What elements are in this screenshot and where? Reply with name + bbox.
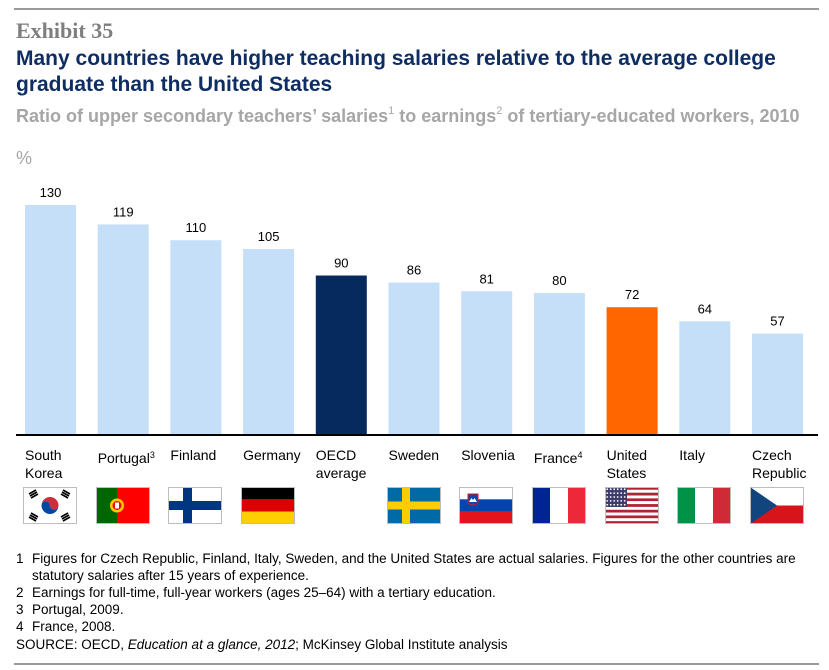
footnote-number: 3 [16,602,24,617]
top-rule [14,8,819,10]
footnote-4: 4 France, 2008. [16,618,816,635]
value-label-finland: 110 [186,220,207,235]
category-footnote-mark: 4 [577,450,583,460]
source-prefix: SOURCE: OECD, [16,637,128,652]
category-label-line-1: Slovenia [461,447,515,463]
unit-label: % [16,148,33,168]
value-label-france: 80 [552,273,566,288]
bar-oecd-average [315,275,367,434]
footnote-text: Figures for Czech Republic, Finland, Ita… [32,551,796,583]
footnote-text: Portugal, 2009. [32,602,124,617]
category-label-south-korea: South Korea [25,446,97,482]
category-label-line-1: Italy [679,447,705,463]
exhibit-label: Exhibit 35 [16,18,114,43]
footnote-number: 4 [16,619,24,634]
bar-italy [679,321,731,434]
value-label-south-korea: 130 [40,185,62,200]
category-label-line-1: OECD [315,447,357,463]
footnotes: 1 Figures for Czech Republic, Finland, It… [16,550,816,653]
bar-sweden [388,282,440,434]
value-label-slovenia: 81 [479,271,493,286]
value-label-portugal: 119 [113,204,134,219]
footnote-2: 2 Earnings for full-time, full-year worke… [16,584,816,601]
portugal-flag-icon [95,487,150,524]
footnote-number: 1 [16,551,24,566]
source-suffix: ; McKinsey Global Institute analysis [295,637,508,652]
bar-united-states [606,307,658,434]
bar-portugal [97,224,149,434]
value-label-oecd-average: 90 [334,256,348,271]
category-label-oecd-average: OECD average [316,446,388,482]
category-label-line-2: States [606,465,647,481]
subtitle-part-3: of tertiary-educated workers, 2010 [502,106,800,126]
italy-flag-icon [677,487,732,524]
bottom-rule [14,663,819,665]
category-footnote-mark: 3 [149,450,155,460]
value-label-italy: 64 [698,301,712,316]
category-label-france-: France4 [534,446,606,467]
value-label-sweden: 86 [407,263,421,278]
source-line: SOURCE: OECD, Education at a glance, 201… [16,636,816,653]
bar-germany [243,249,295,434]
bar-czech-republic [752,333,803,434]
category-label-line-2: Korea [25,465,63,481]
footnote-list: 1 Figures for Czech Republic, Finland, It… [16,550,816,635]
sweden-flag-icon [386,487,441,524]
finland-flag-icon [168,487,223,524]
value-label-united-states: 72 [625,287,639,302]
bar-slovenia [461,291,513,434]
category-label-united-states: United States [607,446,679,482]
category-label-italy-: Italy [679,446,751,464]
bar-finland [170,240,222,434]
category-label-line-1: South [25,447,62,463]
france-flag-icon [531,487,586,524]
source-title: Education at a glance, 2012 [127,637,296,652]
category-label-line-1: France [533,450,578,466]
south-korea-flag-icon [23,487,77,524]
category-label-line-2: average [315,465,367,481]
category-label-line-1: Sweden [388,447,440,463]
czech-republic-flag-icon [750,487,804,524]
subtitle-part-2: to earnings [394,106,497,126]
germany-flag-icon [241,487,296,524]
subtitle-part-1: Ratio of upper secondary teachers’ salar… [16,106,389,126]
category-label-slovenia-: Slovenia [461,446,533,464]
category-label-line-1: Finland [170,447,217,463]
bar-chart: 130 119 110 105 90 86 81 80 72 64 57 [16,185,818,436]
chart-title: Many countries have higher teaching sala… [16,47,776,96]
category-label-finland-: Finland [170,446,242,464]
footnote-text: Earnings for full-time, full-year worker… [32,585,496,600]
footnote-text: France, 2008. [32,619,116,634]
category-label-line-1: Portugal [97,450,150,466]
footnote-3: 3 Portugal, 2009. [16,601,816,618]
bar-france [533,293,585,434]
category-label-portugal-: Portugal3 [98,446,170,467]
category-label-line-2: Republic [752,465,807,481]
subtitle-footnote-1: 1 [388,105,395,117]
category-label-czech-republic: Czech Republic [752,446,824,482]
slovenia-flag-icon [459,487,514,524]
footnote-number: 2 [16,585,24,600]
category-label-line-1: United [606,447,648,463]
subtitle-footnote-2: 2 [496,105,503,117]
bar-south-korea [25,205,76,434]
value-label-germany: 105 [258,229,280,244]
value-label-czech-republic: 57 [770,314,784,329]
united-states-flag-icon [604,487,659,524]
category-label-line-1: Germany [243,447,301,463]
category-label-line-1: Czech [752,447,792,463]
category-label-sweden-: Sweden [389,446,461,464]
chart-subtitle: Ratio of upper secondary teachers’ salar… [16,99,806,129]
category-label-germany-: Germany [243,446,315,464]
footnote-1: 1 Figures for Czech Republic, Finland, It… [16,550,816,584]
